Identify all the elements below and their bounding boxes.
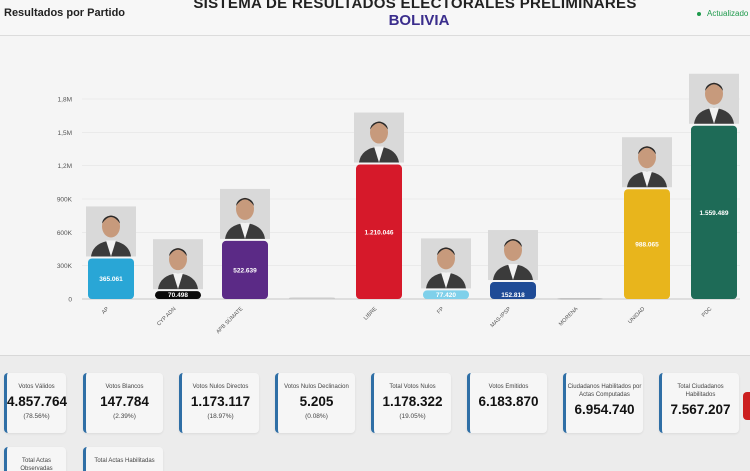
section-title: Resultados por Partido [4, 7, 126, 19]
bar-value-label: 522.639 [233, 267, 257, 274]
y-tick-label: 600K [57, 230, 73, 237]
stat-label: Votos Nulos Directos [192, 384, 249, 390]
bar [423, 290, 469, 299]
bar [88, 258, 134, 299]
bar-value-label: 152.818 [501, 292, 525, 299]
x-tick-label: MORENA [558, 306, 580, 328]
bar-value-label: 1.210.046 [365, 229, 394, 236]
stat-label: Votos Válidos [18, 384, 55, 390]
stat-value: 1.178.322 [382, 394, 443, 409]
stat-value: 7.567.207 [670, 402, 731, 417]
header-bar: Resultados por Partido SISTEMA DE RESULT… [0, 0, 750, 36]
stat-card: Votos Nulos Directos 1.173.117 (18.97%) [179, 373, 259, 433]
x-tick-label: FP [436, 306, 445, 315]
stat-card: Votos Nulos Declinacion 5.205 (0.08%) [275, 373, 355, 433]
side-tab[interactable] [743, 392, 750, 420]
stat-percent: (2.39%) [113, 413, 136, 420]
stat-percent: (0.08%) [305, 413, 328, 420]
stat-card: Votos Emitidos 6.183.870 [467, 373, 547, 433]
candidate-photo-icon [354, 112, 404, 163]
bar-value-label: 365.061 [99, 276, 123, 283]
country-subtitle: BOLIVIA [388, 12, 450, 29]
update-label: Actualizado [707, 9, 749, 18]
candidate-photo-icon [220, 188, 270, 239]
candidate-photo-icon [689, 73, 739, 124]
stat-label: Total Ciudadanos Habilitados [677, 384, 724, 398]
stat-value: 6.954.740 [574, 402, 635, 417]
bar [155, 291, 201, 299]
bar [490, 282, 536, 299]
stat-card: Total Votos Nulos 1.178.322 (19.05%) [371, 373, 451, 433]
bar [624, 189, 670, 299]
x-tick-label: MAS-IPSP [490, 306, 513, 329]
update-status[interactable]: Actualizado [697, 9, 748, 18]
candidate-photo-icon [622, 137, 672, 188]
bar-value-label: 1.559.489 [700, 210, 729, 217]
stat-card: Total Actas Observadas [4, 447, 66, 471]
stat-percent: (18.97%) [207, 413, 234, 420]
stats-panel: Votos Válidos 4.857.764 (78.56%) Votos Blan… [0, 355, 750, 471]
x-tick-label: AP [101, 306, 111, 316]
stat-card: Votos Válidos 4.857.764 (78.56%) [4, 373, 68, 433]
stat-label: Total Votos Nulos [389, 384, 436, 390]
x-tick-label: CYP ADN [156, 306, 177, 327]
stat-value: 6.183.870 [478, 394, 539, 409]
y-tick-label: 1,2M [58, 163, 72, 170]
bar [356, 164, 402, 299]
stat-percent: (19.05%) [399, 413, 426, 420]
bar [222, 240, 268, 299]
stat-value: 1.173.117 [190, 394, 251, 409]
stat-label: Votos Emitidos [488, 384, 529, 390]
bar [289, 297, 335, 299]
stat-card: Ciudadanos Habilitados por Actas Computa… [563, 373, 643, 433]
stat-label: Votos Nulos Declinacion [284, 384, 349, 390]
bar [557, 298, 603, 300]
stat-value: 5.205 [299, 394, 334, 409]
y-tick-label: 1,8M [58, 97, 72, 104]
stat-value: 147.784 [100, 394, 149, 409]
stat-label: Total Actas Observadas [20, 458, 53, 471]
live-dot-icon [697, 11, 701, 16]
x-tick-label: APB SÚMATE [215, 305, 245, 335]
x-tick-label: PDC [701, 306, 713, 318]
stat-label: Ciudadanos Habilitados por Actas Computa… [567, 384, 642, 398]
stat-card: Total Actas Habilitadas [83, 447, 163, 471]
stat-label: Votos Blancos [105, 384, 144, 390]
candidate-photo-icon [86, 206, 136, 257]
stat-label: Total Actas Habilitadas [94, 458, 155, 464]
y-tick-label: 1,5M [58, 130, 72, 137]
candidate-photo-icon [488, 230, 538, 281]
stat-card: Votos Blancos 147.784 (2.39%) [83, 373, 163, 433]
results-bar-chart: 0 300K 600K 900K 1,2M 1,5M 1,8M 365.061 AP 70.498… [57, 73, 740, 335]
bar-value-label: 77.420 [436, 292, 456, 299]
stat-percent: (78.56%) [23, 413, 50, 420]
y-tick-label: 900K [57, 197, 73, 204]
stat-card: Total Ciudadanos Habilitados 7.567.207 [659, 373, 739, 433]
stat-value: 4.857.764 [7, 394, 68, 409]
bar [691, 125, 737, 299]
candidate-photo-icon [421, 238, 471, 289]
y-tick-label: 300K [57, 263, 73, 270]
main-title: SISTEMA DE RESULTADOS ELECTORALES PRELIM… [193, 0, 637, 12]
y-tick-label: 0 [68, 297, 72, 304]
candidate-photo-icon [153, 239, 203, 290]
bar-value-label: 988.065 [635, 242, 659, 249]
bar-value-label: 70.498 [168, 292, 188, 299]
x-tick-label: UNIDAD [627, 306, 646, 325]
x-tick-label: LIBRE [363, 306, 379, 322]
